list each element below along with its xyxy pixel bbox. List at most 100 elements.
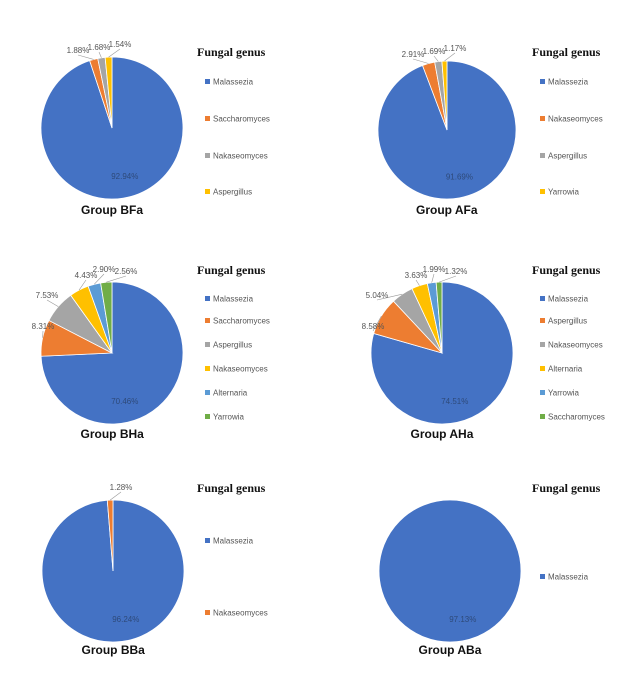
leader-line-yarrowia bbox=[444, 52, 456, 62]
leader-line-nakaseomyces bbox=[98, 51, 102, 58]
legend-swatch bbox=[205, 414, 210, 420]
legend-swatch bbox=[205, 538, 210, 544]
value-label-saccharomyces: 8.31% bbox=[32, 322, 55, 331]
legend-title: Fungal genus bbox=[197, 45, 266, 59]
value-label-yarrowia: 1.99% bbox=[423, 265, 446, 274]
legend-label: Nakaseomyces bbox=[213, 364, 268, 374]
legend-label: Malassezia bbox=[548, 77, 589, 87]
value-label-nakaseomyces: 1.28% bbox=[110, 483, 133, 492]
leader-line-yarrowia bbox=[431, 273, 435, 283]
value-label-alternaria: 2.90% bbox=[93, 265, 116, 274]
legend-label: Yarrowia bbox=[548, 187, 579, 197]
legend-label: Yarrowia bbox=[213, 412, 244, 422]
leader-line-alternaria bbox=[94, 273, 105, 285]
leader-line-saccharomyces bbox=[438, 275, 457, 283]
legend-swatch bbox=[205, 342, 210, 348]
legend-swatch bbox=[205, 296, 210, 302]
legend-swatch bbox=[540, 390, 545, 396]
legend-swatch bbox=[205, 610, 210, 616]
slice-malassezia bbox=[370, 281, 514, 425]
leader-line-aspergillus bbox=[108, 48, 121, 58]
value-label-yarrowia: 1.17% bbox=[444, 44, 467, 53]
group-label-group-aha: Group AHa bbox=[410, 427, 474, 441]
legend-item-nakaseomyces: Nakaseomyces bbox=[205, 608, 268, 617]
legend-swatch bbox=[205, 366, 210, 372]
leader-line-nakaseomyces bbox=[78, 279, 87, 291]
value-label-saccharomyces: 1.32% bbox=[445, 267, 468, 276]
legend-item-nakaseomyces: Nakaseomyces bbox=[540, 340, 603, 349]
legend-swatch bbox=[540, 574, 545, 580]
leader-line-nakaseomyces bbox=[412, 58, 429, 64]
legend-item-malassezia: Malassezia bbox=[540, 572, 588, 581]
group-label-group-bfa: Group BFa bbox=[81, 203, 143, 217]
value-label-malassezia: 74.51% bbox=[441, 397, 468, 406]
legend-item-aspergillus: Aspergillus bbox=[540, 151, 587, 160]
legend-label: Aspergillus bbox=[213, 187, 253, 197]
value-label-nakaseomyces: 2.91% bbox=[402, 50, 425, 59]
legend-label: Nakaseomyces bbox=[213, 151, 268, 161]
legend-label: Nakaseomyces bbox=[548, 340, 603, 350]
leader-line-nakaseomyces bbox=[109, 491, 122, 501]
legend-title: Fungal genus bbox=[532, 481, 601, 495]
leader-line-alternaria bbox=[415, 279, 420, 286]
legend-item-aspergillus: Aspergillus bbox=[205, 340, 252, 349]
group-label-group-bha: Group BHa bbox=[80, 427, 144, 441]
legend-label: Malassezia bbox=[213, 536, 254, 546]
legend-item-malassezia: Malassezia bbox=[540, 294, 588, 303]
legend-item-alternaria: Alternaria bbox=[540, 364, 582, 373]
legend-swatch bbox=[205, 79, 210, 85]
group-label-group-afa: Group AFa bbox=[416, 203, 478, 217]
value-label-malassezia: 96.24% bbox=[112, 615, 139, 624]
legend-label: Malassezia bbox=[213, 294, 254, 304]
slice-yarrowia bbox=[100, 281, 113, 354]
legend-label: Yarrowia bbox=[548, 388, 579, 398]
legend-swatch bbox=[540, 318, 545, 324]
legend-item-malassezia: Malassezia bbox=[205, 536, 253, 545]
group-label-group-bba: Group BBa bbox=[81, 643, 145, 657]
legend-item-nakaseomyces: Nakaseomyces bbox=[205, 151, 268, 160]
legend-swatch bbox=[205, 189, 210, 195]
leader-line-aspergillus bbox=[372, 315, 382, 332]
leader-line-saccharomyces bbox=[77, 54, 94, 60]
leader-line-aspergillus bbox=[46, 299, 59, 307]
legend-label: Alternaria bbox=[213, 388, 248, 398]
legend-swatch bbox=[540, 366, 545, 372]
legend-item-malassezia: Malassezia bbox=[540, 77, 588, 86]
legend-item-malassezia: Malassezia bbox=[205, 77, 253, 86]
legend-item-saccharomyces: Saccharomyces bbox=[205, 114, 270, 123]
legend-label: Aspergillus bbox=[548, 151, 588, 161]
legend-label: Nakaseomyces bbox=[548, 114, 603, 124]
legend-label: Malassezia bbox=[548, 572, 589, 582]
legend-item-alternaria: Alternaria bbox=[205, 388, 247, 397]
group-label-group-aba: Group ABa bbox=[418, 643, 482, 657]
legend-label: Saccharomyces bbox=[548, 412, 605, 422]
legend-item-nakaseomyces: Nakaseomyces bbox=[205, 364, 268, 373]
value-label-malassezia: 92.94% bbox=[111, 172, 138, 181]
legend-swatch bbox=[540, 79, 545, 85]
value-label-yarrowia: 2.56% bbox=[115, 267, 138, 276]
value-label-nakaseomyces: 5.04% bbox=[366, 291, 389, 300]
legend-title: Fungal genus bbox=[532, 45, 601, 59]
legend-swatch bbox=[540, 414, 545, 420]
slice-yarrowia bbox=[441, 60, 448, 131]
legend-swatch bbox=[540, 153, 545, 159]
value-label-aspergillus: 1.54% bbox=[109, 40, 132, 49]
legend-item-nakaseomyces: Nakaseomyces bbox=[540, 114, 603, 123]
legend-item-malassezia: Malassezia bbox=[205, 294, 253, 303]
leader-line-aspergillus bbox=[433, 55, 439, 62]
legend-label: Aspergillus bbox=[213, 340, 253, 350]
legend-swatch bbox=[205, 116, 210, 122]
legend-swatch bbox=[540, 116, 545, 122]
legend-item-aspergillus: Aspergillus bbox=[205, 187, 252, 196]
legend-item-yarrowia: Yarrowia bbox=[540, 187, 579, 196]
legend-swatch bbox=[540, 296, 545, 302]
legend-title: Fungal genus bbox=[197, 481, 266, 495]
legend-label: Aspergillus bbox=[548, 316, 588, 326]
legend-label: Saccharomyces bbox=[213, 316, 270, 326]
value-label-malassezia: 97.13% bbox=[449, 615, 476, 624]
